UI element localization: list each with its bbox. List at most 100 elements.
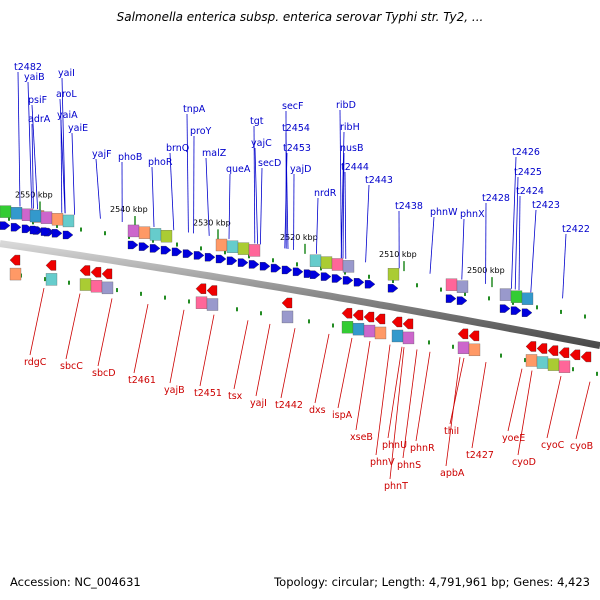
protein-domain-block — [402, 331, 415, 345]
forward-gene-label: brnQ — [166, 143, 189, 154]
reverse-gene-leader — [255, 323, 271, 397]
reverse-gene-label: thiI — [444, 426, 459, 437]
forward-gene-leader — [27, 81, 33, 209]
tick-dot — [428, 340, 430, 345]
reverse-gene-label: sbcD — [92, 368, 116, 379]
protein-domain-block — [320, 256, 333, 269]
protein-domain-block — [341, 321, 354, 334]
reverse-gene-arrow — [547, 345, 559, 356]
forward-gene-leader — [169, 152, 175, 231]
protein-domain-block — [215, 238, 228, 252]
forward-gene-label: t2482 — [14, 62, 42, 73]
forward-gene-label: adrA — [28, 114, 51, 125]
forward-gene-arrow — [456, 296, 468, 305]
forward-gene-leader — [186, 113, 189, 233]
reverse-gene-leader — [314, 333, 330, 404]
reverse-gene-arrow — [580, 351, 592, 363]
topology-text: Topology: circular; Length: 4,791,961 bp… — [274, 575, 590, 589]
forward-gene-label: t2438 — [395, 201, 423, 212]
reverse-gene-label: yajI — [250, 398, 267, 409]
forward-gene-label: yajD — [290, 164, 311, 175]
reverse-gene-leader — [389, 347, 405, 480]
forward-gene-leader — [71, 132, 75, 215]
forward-gene-arrow — [204, 253, 216, 262]
tick-dot — [80, 227, 82, 232]
forward-gene-leader — [61, 77, 66, 214]
reverse-gene-label: phnV — [370, 457, 395, 468]
forward-gene-leader — [260, 167, 263, 245]
tick-dot — [152, 238, 154, 243]
forward-gene-leader — [461, 218, 465, 280]
protein-domain-block — [127, 224, 140, 238]
forward-gene-arrow — [182, 249, 194, 258]
protein-domain-block — [387, 268, 400, 281]
reverse-gene-arrow — [536, 343, 548, 354]
tick-dot — [452, 344, 454, 349]
tick-dot — [236, 307, 238, 312]
protein-domain-block — [226, 240, 239, 253]
forward-gene-leader — [285, 132, 289, 249]
reverse-gene-arrow — [79, 265, 91, 276]
tick-dot — [164, 295, 166, 300]
forward-gene-arrow — [270, 263, 282, 273]
reverse-gene-label: yajB — [164, 385, 185, 396]
reverse-gene-label: phnR — [410, 443, 435, 454]
tick-dot — [200, 246, 202, 251]
protein-domain-block — [90, 280, 103, 293]
tick-dot — [512, 300, 514, 305]
forward-gene-label: queA — [226, 164, 251, 175]
reverse-gene-arrow — [402, 318, 414, 330]
forward-gene-arrow — [51, 229, 63, 238]
tick-dot — [416, 283, 418, 288]
tick-dot — [8, 216, 10, 221]
protein-domain-block — [0, 205, 12, 218]
protein-domain-block — [149, 228, 162, 241]
forward-gene-arrow — [237, 258, 249, 267]
reverse-gene-label: t2427 — [466, 450, 494, 461]
forward-gene-arrow — [29, 225, 41, 235]
forward-gene-leader — [151, 166, 155, 228]
kbp-tick-label: 2530 kbp — [193, 218, 231, 227]
forward-gene-label: secD — [258, 158, 281, 169]
forward-gene-label: psiF — [28, 95, 47, 106]
reverse-gene-leader — [471, 361, 487, 449]
protein-domain-block — [547, 358, 560, 371]
forward-gene-arrow — [149, 244, 161, 253]
protein-domain-block — [468, 343, 481, 357]
protein-domain-block — [363, 324, 376, 338]
kbp-tick-label: 2540 kbp — [110, 205, 148, 214]
forward-gene-label: yajC — [251, 138, 272, 149]
reverse-gene-label: phnS — [397, 460, 421, 471]
reverse-gene-leader — [517, 370, 533, 456]
protein-domain-block — [10, 207, 23, 220]
forward-gene-arrow — [160, 245, 172, 255]
protein-domain-block — [536, 356, 549, 369]
forward-gene-arrow — [248, 260, 260, 269]
forward-gene-leader — [253, 125, 256, 244]
forward-gene-arrow — [320, 272, 332, 281]
reverse-gene-leader — [280, 328, 296, 399]
forward-gene-arrow — [281, 265, 293, 275]
forward-gene-arrow — [10, 223, 22, 232]
forward-gene-label: secF — [282, 101, 303, 112]
reverse-gene-label: phnU — [382, 440, 407, 451]
reverse-gene-label: t2451 — [194, 388, 222, 399]
protein-domain-block — [352, 322, 365, 336]
forward-gene-label: t2444 — [341, 162, 369, 173]
forward-gene-label: malZ — [202, 148, 227, 159]
forward-gene-leader — [344, 171, 347, 259]
protein-domain-block — [331, 258, 344, 271]
tick-dot — [500, 353, 502, 358]
reverse-gene-leader — [29, 288, 45, 356]
forward-gene-label: t2443 — [365, 175, 393, 186]
forward-gene-leader — [429, 216, 435, 274]
forward-gene-label: t2422 — [562, 224, 590, 235]
reverse-gene-arrow — [363, 311, 375, 323]
reverse-gene-leader — [355, 341, 371, 431]
forward-gene-leader — [514, 176, 519, 290]
reverse-gene-leader — [65, 293, 81, 360]
kbp-tick-label: 2520 kbp — [280, 233, 318, 242]
reverse-gene-label: dxs — [309, 405, 326, 416]
reverse-gene-label: phnT — [384, 481, 408, 492]
protein-domain-block — [237, 242, 250, 255]
